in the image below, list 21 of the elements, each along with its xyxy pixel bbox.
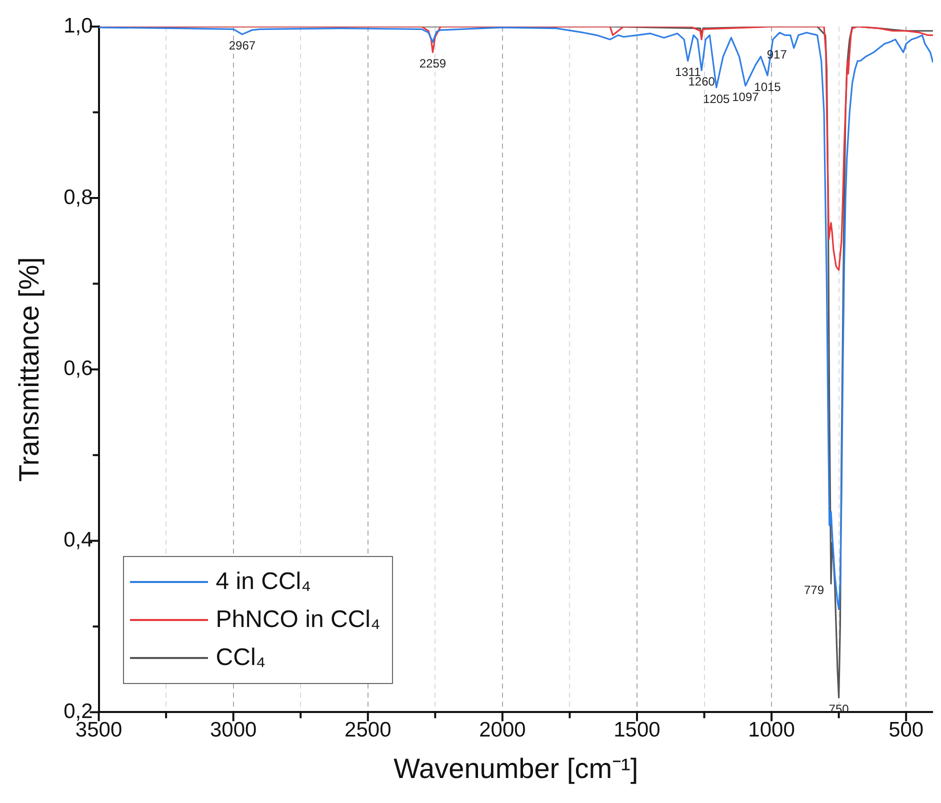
annotation: 1205: [703, 92, 730, 106]
x-tick-label: 3000: [210, 718, 257, 742]
annotation: 1260: [688, 74, 716, 89]
legend-label: 4 in CCl₄: [216, 568, 311, 596]
y-tick-label: 0,4: [64, 528, 94, 552]
y-axis-title: Transmittance [%]: [14, 257, 45, 482]
annotation: 779: [804, 582, 824, 597]
y-tick-label: 0,8: [64, 186, 93, 209]
legend-label: CCl₄: [216, 644, 266, 672]
y-tick-label: 0,2: [64, 700, 93, 723]
x-tick-label: 2500: [344, 718, 392, 742]
x-axis-title: Wavenumber [cm⁻¹]: [394, 752, 638, 784]
y-tick-label: 0,6: [64, 357, 93, 380]
x-tick-label: 500: [888, 718, 924, 742]
annotation: 2259: [419, 56, 446, 71]
annotation: 2967: [228, 38, 256, 53]
y-tick-label: 1,0: [64, 14, 93, 38]
x-tick-label: 1500: [614, 718, 660, 742]
legend-label: PhNCO in CCl₄: [216, 606, 380, 634]
x-tick-label: 1000: [748, 718, 795, 742]
x-tick-label: 2000: [479, 718, 526, 742]
